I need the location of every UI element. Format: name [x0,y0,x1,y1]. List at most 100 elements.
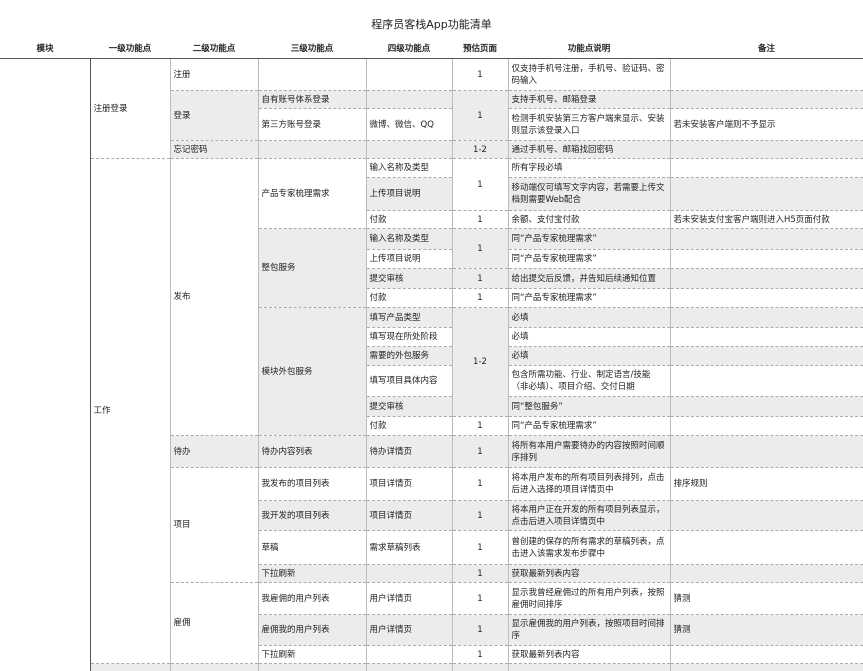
table-row: 待办 待办内容列表 待办详情页 1 将所有本用户需要待办的内容按照时间顺序排列 [0,435,863,468]
table-cell: 若未安装客户端则不予显示 [669,108,863,141]
table-cell: 登录 [169,90,258,141]
column-header: 一级功能点 [90,38,170,59]
table-cell [169,663,258,671]
table-cell [365,140,452,159]
table-cell: 1-2 [451,140,508,159]
table-cell: 1 [451,58,508,91]
table-cell: 移动端仅可填写文字内容，若需要上传文档则需要Web配合 [507,177,670,211]
table-cell: 包含所需功能、行业、制定语言/技能（非必填）、项目介绍、交付日期 [507,365,670,397]
table-cell: 输入名称及类型 [365,228,452,250]
table-cell: 1 [451,614,508,646]
table-cell: 1 [451,210,508,229]
table-row: 提交审核 1 给出提交后反馈，并告知后续通知位置 [0,268,863,289]
table-cell [365,663,452,671]
table-cell: 产品专家梳理需求 [257,158,366,229]
table-cell: 排序规则 [669,467,863,501]
table-cell: 我开发的项目列表 [257,500,366,531]
column-header: 二级功能点 [170,38,258,59]
table-cell: 自有账号体系登录 [257,90,366,109]
table-cell [507,663,670,671]
table-row: 填写现在所处阶段 必填 [0,327,863,347]
table-cell [669,58,863,91]
table-cell [365,58,452,91]
table-cell: 显示雇佣我的用户列表，按照项目时间排序 [507,614,670,646]
table-cell [451,663,508,671]
table-cell [669,140,863,159]
table-cell [669,346,863,366]
table-cell: 发布 [169,158,258,436]
table-cell [669,288,863,308]
table-cell [669,564,863,583]
table-cell [669,530,863,565]
table-cell [669,177,863,211]
table-cell: 同“产品专家梳理需求” [507,228,670,250]
table-cell: 1 [451,288,508,308]
table-row: 上传项目说明 移动端仅可填写文字内容，若需要上传文档则需要Web配合 [0,177,863,211]
table-cell [669,307,863,328]
table-cell: 雇佣我的用户列表 [257,614,366,646]
table-cell: 付款 [365,416,452,436]
table-cell: 填写现在所处阶段 [365,327,452,347]
table-row [0,663,863,671]
table-cell: 我发布的项目列表 [257,467,366,501]
table-cell: 上传项目说明 [365,177,452,211]
table-cell: 1 [451,467,508,501]
table-cell: 仅支持手机号注册，手机号、验证码、密码输入 [507,58,670,91]
table-row: 注册登录 注册 1 仅支持手机号注册，手机号、验证码、密码输入 [0,58,863,671]
table-cell: 注册登录 [89,58,170,159]
table-row: 付款 1 同“产品专家梳理需求” [0,288,863,308]
table-row: 提交审核 同“整包服务” [0,396,863,417]
table-cell: 1 [451,582,508,615]
column-header: 备注 [670,38,863,59]
table-cell: 付款 [365,210,452,229]
table-cell: 下拉刷新 [257,564,366,583]
sheet-title: 程序员客栈App功能清单 [371,18,492,31]
table-cell: 余额、支付宝付款 [507,210,670,229]
table-row: 付款 1 余额、支付宝付款 若未安装支付宝客户端则进入H5页面付款 [0,210,863,229]
table-row: 模块外包服务 填写产品类型 1-2 必填 [0,307,863,436]
table-cell [669,90,863,109]
table-cell: 用户详情页 [365,614,452,646]
table-cell: 1 [451,416,508,436]
table-cell [669,416,863,436]
table-cell: 同“产品专家梳理需求” [507,249,670,269]
table-cell: 同“整包服务” [507,396,670,417]
table-cell: 将本用户发布的所有项目列表排列，点击后进入选择的项目详情页中 [507,467,670,501]
table-cell: 猜测 [669,614,863,646]
table-row: 草稿 需求草稿列表 1 曾创建的保存的所有需求的草稿列表，点击进入该需求发布步骤中 [0,530,863,565]
table-cell: 上传项目说明 [365,249,452,269]
table-cell: 支持手机号、邮箱登录 [507,90,670,109]
table-cell: 注册 [169,58,258,91]
table-row: 忘记密码 1-2 通过手机号、邮箱找回密码 [0,140,863,159]
table-cell: 整包服务 [257,228,366,308]
table-cell: 微博、微信、QQ [365,108,452,141]
table-cell: 填写项目具体内容 [365,365,452,397]
table-cell: 检测手机安装第三方客户端来显示、安装则显示该登录入口 [507,108,670,141]
table-cell [669,158,863,178]
table-row: 项目 我发布的项目列表 项目详情页 1 将本用户发布的所有项目列表排列，点击后进入选择的… [0,467,863,583]
table-cell: 项目 [169,467,258,583]
table-cell: 给出提交后反馈，并告知后续通知位置 [507,268,670,289]
table-cell [669,645,863,664]
table-cell [669,228,863,250]
table-cell: 工作 [89,158,170,664]
table-row: 下拉刷新 1 获取最新列表内容 [0,645,863,664]
table-cell [669,396,863,417]
table-cell: 用户详情页 [365,582,452,615]
table-cell [669,365,863,397]
table-cell: 1-2 [451,307,508,417]
table-cell [89,663,170,671]
table-cell: 1 [451,435,508,468]
column-header: 功能点说明 [508,38,670,59]
table-cell: 输入名称及类型 [365,158,452,178]
table-cell: 1 [451,158,508,211]
table-cell: 1 [451,564,508,583]
table-cell: 同“产品专家梳理需求” [507,416,670,436]
table-row: 第三方账号登录 微博、微信、QQ 检测手机安装第三方客户端来显示、安装则显示该登录入… [0,108,863,141]
table-cell [365,645,452,664]
table-cell: 将本用户正在开发的所有项目列表显示，点击后进入项目详情页中 [507,500,670,531]
table-cell: 1 [451,90,508,141]
table-row: 下拉刷新 1 获取最新列表内容 [0,564,863,583]
table-cell [365,564,452,583]
table-cell: 雇佣 [169,582,258,664]
